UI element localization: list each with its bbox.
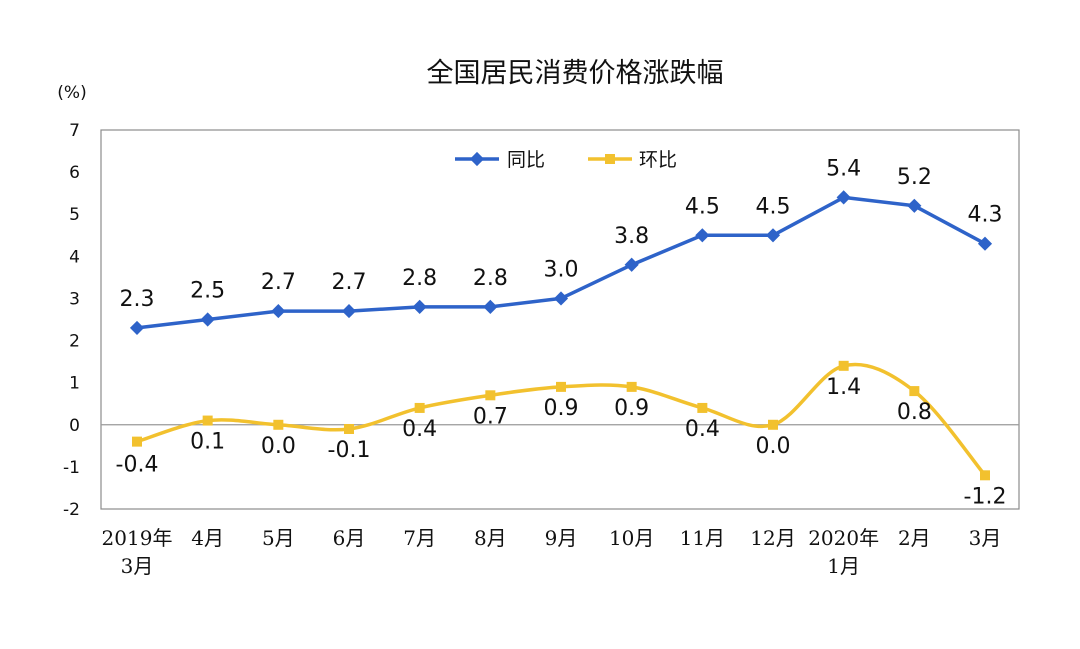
legend-label-yoy: 同比 xyxy=(507,149,545,171)
data-point xyxy=(624,257,639,272)
series-layer: 2.3 2.5 2.7 2.7 2.8 2.8 3.0 3.8 4.5 4.5 5.4 5.2 4.3 -… xyxy=(116,156,1007,509)
legend-marker-mom xyxy=(605,154,615,164)
data-point xyxy=(768,419,778,430)
chart-title: 全国居民消费价格涨跌幅 xyxy=(427,58,724,89)
data-label: 2.5 xyxy=(190,279,225,304)
data-label: 4.5 xyxy=(685,194,720,219)
plot-area xyxy=(100,129,1020,510)
data-point xyxy=(765,228,781,243)
data-label: 5.2 xyxy=(897,165,932,190)
x-tick-label: 2月 xyxy=(898,526,931,550)
x-tick-label: 3月 xyxy=(969,526,1002,550)
data-point xyxy=(483,299,498,314)
y-tick-label: 2 xyxy=(69,332,80,352)
x-tick-label: 4月 xyxy=(191,526,224,550)
data-point xyxy=(132,436,142,447)
y-tick-label: 6 xyxy=(69,163,80,183)
x-tick-label: 12月 xyxy=(750,526,795,550)
x-tick-label: 11月 xyxy=(680,526,725,550)
data-point xyxy=(909,386,920,397)
data-point xyxy=(697,402,708,413)
data-label: 3.0 xyxy=(544,257,579,282)
data-label: 0.9 xyxy=(614,396,649,421)
data-point xyxy=(626,381,637,392)
series-mom: -0.4 0.1 0.0 -0.1 0.4 0.7 0.9 0.9 0.4 0.0 1.4 0.8 -1… xyxy=(116,360,1007,509)
data-point xyxy=(977,236,993,251)
y-axis-ticks: 7 6 5 4 3 2 1 0 -1 -2 xyxy=(63,121,80,520)
data-point xyxy=(553,291,569,306)
data-label: 2.3 xyxy=(120,287,155,312)
y-tick-label: -1 xyxy=(63,458,80,478)
data-label: 0.4 xyxy=(402,417,437,442)
data-point xyxy=(907,198,922,213)
x-tick-label: 9月 xyxy=(545,526,578,550)
data-label: 4.3 xyxy=(968,203,1003,228)
y-tick-label: 0 xyxy=(69,416,80,436)
data-point xyxy=(414,402,425,413)
x-tick-label: 8月 xyxy=(474,526,507,550)
x-tick-label: 6月 xyxy=(333,526,366,550)
data-point xyxy=(271,304,286,319)
data-point xyxy=(129,320,145,335)
data-point xyxy=(838,360,849,371)
data-point xyxy=(836,190,851,205)
y-tick-label: -2 xyxy=(63,500,80,520)
data-label: 5.4 xyxy=(826,156,861,181)
series-yoy: 2.3 2.5 2.7 2.7 2.8 2.8 3.0 3.8 4.5 4.5 5.4 5.2 4.3 xyxy=(120,156,1003,335)
data-label: -0.1 xyxy=(328,438,371,463)
x-tick-label: 2020年 xyxy=(808,526,879,550)
data-label: 0.0 xyxy=(756,434,791,459)
data-label: 0.4 xyxy=(685,417,720,442)
x-axis-ticks: 2019年 3月 4月 5月 6月 7月 8月 9月 10月 11月 12月 2020年 1月 2月 3月 xyxy=(102,526,1002,578)
data-label: -0.4 xyxy=(116,453,159,478)
y-axis-unit: (%) xyxy=(57,83,86,103)
y-tick-label: 7 xyxy=(69,121,80,141)
y-tick-label: 3 xyxy=(69,289,80,309)
data-point xyxy=(980,470,990,481)
y-tick-label: 5 xyxy=(69,205,80,225)
data-label: 2.8 xyxy=(473,266,508,291)
x-tick-label: 3月 xyxy=(121,554,154,578)
data-point xyxy=(485,390,496,401)
data-label: 1.4 xyxy=(826,375,861,400)
legend: 同比 环比 xyxy=(455,149,677,171)
data-point xyxy=(200,312,215,327)
data-point xyxy=(695,228,710,243)
data-point xyxy=(344,423,354,434)
data-label: 2.7 xyxy=(261,270,296,295)
y-tick-label: 4 xyxy=(69,247,80,267)
x-tick-label: 2019年 xyxy=(102,526,173,550)
data-label: 2.8 xyxy=(402,266,437,291)
data-point xyxy=(412,299,427,314)
data-label: 0.9 xyxy=(544,396,579,421)
data-label: 0.8 xyxy=(897,400,932,425)
legend-item-yoy: 同比 xyxy=(455,149,545,171)
data-point xyxy=(273,419,284,430)
data-label: 3.8 xyxy=(614,224,649,249)
legend-marker-yoy xyxy=(469,151,485,167)
x-tick-label: 5月 xyxy=(262,526,295,550)
data-point xyxy=(202,415,213,426)
legend-item-mom: 环比 xyxy=(588,149,677,171)
data-label: 0.1 xyxy=(190,430,225,455)
x-tick-label: 7月 xyxy=(403,526,436,550)
x-tick-label: 10月 xyxy=(609,526,654,550)
data-label: 4.5 xyxy=(756,194,791,219)
data-label: 2.7 xyxy=(332,270,367,295)
data-point xyxy=(341,304,357,319)
y-tick-label: 1 xyxy=(69,374,80,394)
x-tick-label: 1月 xyxy=(827,554,860,578)
data-label: -1.2 xyxy=(964,484,1007,509)
data-point xyxy=(556,381,566,392)
data-label: 0.0 xyxy=(261,434,296,459)
data-label: 0.7 xyxy=(473,404,508,429)
legend-label-mom: 环比 xyxy=(639,149,677,171)
